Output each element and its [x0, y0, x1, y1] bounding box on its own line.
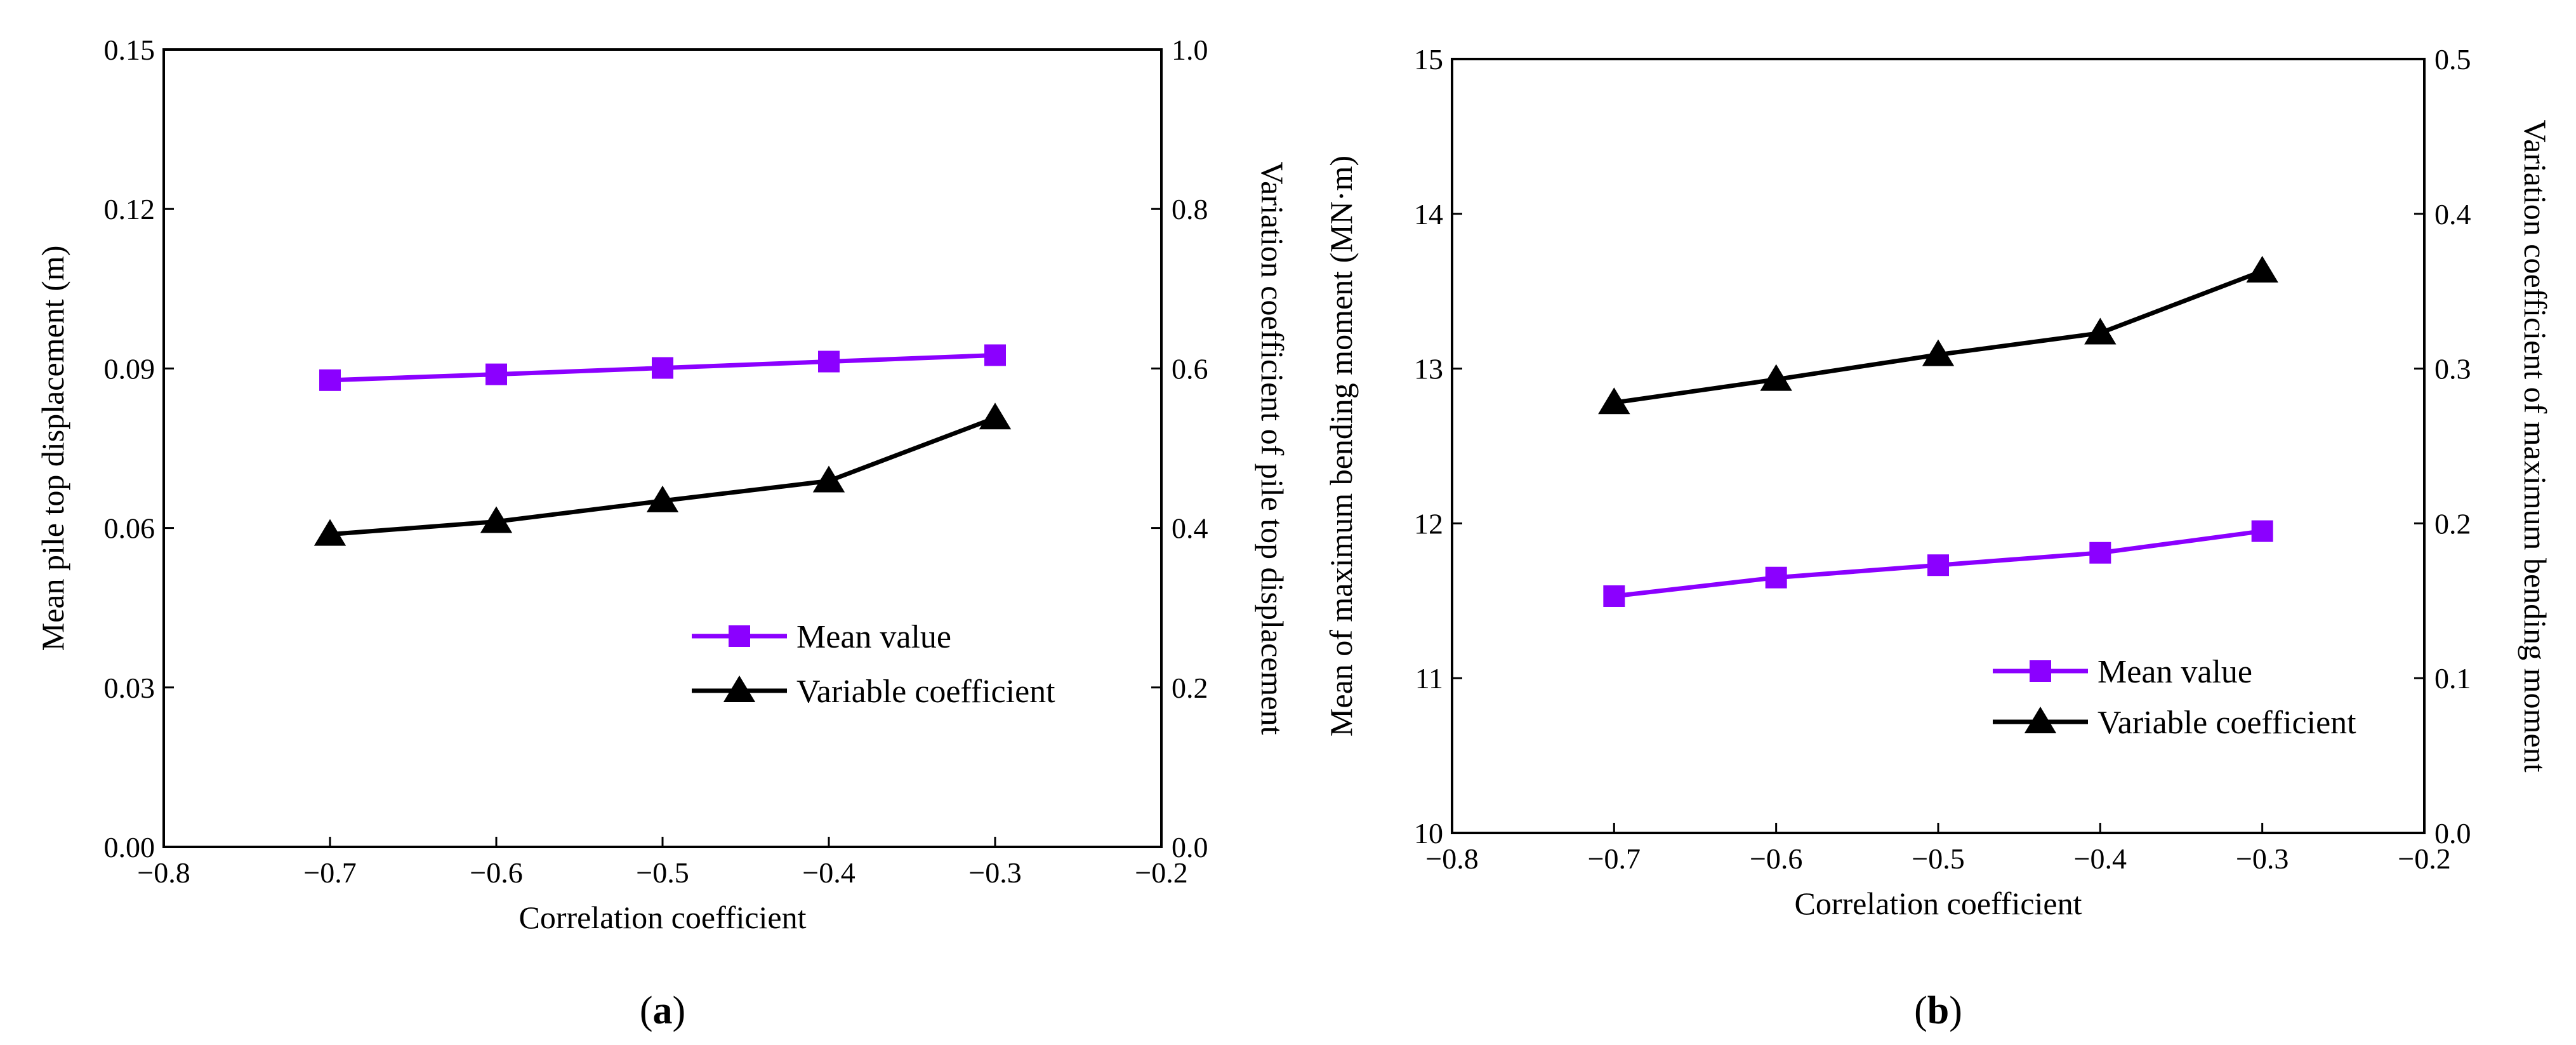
x-tick-label: −0.5: [636, 856, 689, 889]
y-tick-label: 0.12: [104, 193, 155, 225]
data-point-mean-value: [2251, 520, 2273, 542]
data-point-mean-value: [1927, 554, 1949, 576]
data-point-variable-coefficient: [1760, 364, 1792, 391]
x-tick-label: −0.4: [802, 856, 855, 889]
data-point-mean-value: [652, 357, 673, 379]
legend-label: Mean value: [796, 619, 951, 655]
y2-tick-label: 0.1: [2434, 662, 2471, 695]
y2-tick-label: 0.2: [2434, 507, 2471, 540]
y-tick-label: 15: [1414, 43, 1443, 76]
y2-tick-label: 0.4: [1172, 512, 1208, 545]
data-point-variable-coefficient: [2246, 256, 2278, 283]
y2-tick-label: 0.8: [1172, 193, 1208, 225]
x-tick-label: −0.6: [470, 856, 522, 889]
data-point-variable-coefficient: [1598, 387, 1630, 415]
y-tick-label: 0.00: [104, 831, 155, 863]
y2-tick-label: 0.3: [2434, 353, 2471, 385]
x-axis-label: Correlation coefficient: [519, 900, 806, 935]
caption-paren: ): [673, 989, 686, 1032]
caption-paren: ): [1949, 989, 1962, 1032]
y2-tick-label: 0.5: [2434, 43, 2471, 76]
legend-marker: [2024, 707, 2057, 733]
legend-label: Mean value: [2097, 654, 2252, 690]
y-tick-label: 0.03: [104, 672, 155, 704]
caption-letter: b: [1927, 989, 1949, 1032]
legend-marker: [723, 676, 756, 702]
y-tick-label: 13: [1414, 353, 1443, 385]
data-point-mean-value: [2089, 542, 2111, 564]
x-tick-label: −0.3: [2236, 842, 2289, 875]
chart-panel-a: −0.8 −0.7 −0.6 −0.5 −0.4 −0.3 −0.2 0.00 0.03 0.06…: [35, 34, 1290, 1032]
series-line-variable-coefficient: [1613, 269, 2263, 405]
caption-letter: a: [653, 989, 673, 1032]
y-tick-label: 14: [1414, 198, 1443, 230]
caption-paren: (: [1914, 989, 1927, 1032]
data-point-mean-value: [485, 363, 507, 385]
legend-marker: [729, 625, 750, 647]
data-point-variable-coefficient: [646, 485, 679, 512]
x-tick-label: −0.7: [1588, 842, 1641, 875]
y2-axis-label: Variation coefficient of maximum bending…: [2518, 120, 2553, 773]
y-tick-label: 0.09: [104, 352, 155, 385]
legend-label: Variable coefficient: [796, 674, 1055, 710]
x-tick-label: −0.6: [1750, 842, 1802, 875]
caption-paren: (: [640, 989, 653, 1032]
y-tick-label: 11: [1415, 662, 1443, 695]
plot-frame: [162, 48, 1163, 848]
y2-tick-label: 0.0: [2434, 817, 2471, 849]
data-point-mean-value: [984, 344, 1006, 366]
data-point-variable-coefficient: [314, 519, 347, 546]
y2-tick-label: 1.0: [1172, 34, 1208, 66]
y2-tick-label: 0.0: [1172, 831, 1208, 863]
data-point-variable-coefficient: [1922, 339, 1955, 366]
x-tick-label: −0.2: [1135, 856, 1187, 889]
data-point-mean-value: [319, 369, 341, 391]
x-tick-label: −0.2: [2398, 842, 2450, 875]
x-tick-label: −0.3: [968, 856, 1021, 889]
y-axis-label: Mean of maximum bending moment (MN·m): [1323, 156, 1359, 736]
x-axis-label: Correlation coefficient: [1794, 886, 2082, 921]
data-point-variable-coefficient: [812, 465, 845, 493]
x-tick-label: −0.4: [2074, 842, 2127, 875]
series-line-variable-coefficient: [329, 415, 996, 537]
y-tick-label: 10: [1414, 817, 1443, 849]
y-axis-label: Mean pile top displacement (m): [35, 246, 70, 651]
x-tick-label: −0.8: [1425, 842, 1478, 875]
data-point-variable-coefficient: [2084, 317, 2117, 345]
y-tick-label: 0.06: [104, 512, 155, 545]
x-tick-label: −0.8: [137, 856, 190, 889]
panel-caption: (b): [1914, 989, 1962, 1032]
y2-tick-label: 0.6: [1172, 352, 1208, 385]
legend-marker: [2030, 660, 2051, 682]
data-point-mean-value: [1603, 585, 1625, 607]
y2-tick-label: 0.4: [2434, 198, 2471, 230]
x-tick-label: −0.7: [303, 856, 356, 889]
y-tick-label: 0.15: [104, 34, 155, 66]
data-point-mean-value: [818, 350, 840, 373]
data-point-variable-coefficient: [979, 403, 1012, 430]
y2-tick-label: 0.2: [1172, 672, 1208, 704]
data-point-variable-coefficient: [480, 506, 513, 533]
chart-panel-b: −0.8 −0.7 −0.6 −0.5 −0.4 −0.3 −0.2 10 11 12 13 14 15…: [1323, 43, 2553, 1032]
y-tick-label: 12: [1414, 507, 1443, 540]
legend-label: Variable coefficient: [2097, 705, 2356, 741]
x-tick-label: −0.5: [1912, 842, 1964, 875]
panel-caption: (a): [640, 989, 685, 1032]
data-point-mean-value: [1765, 566, 1787, 589]
y2-axis-label: Variation coefficient of pile top displa…: [1255, 162, 1290, 735]
